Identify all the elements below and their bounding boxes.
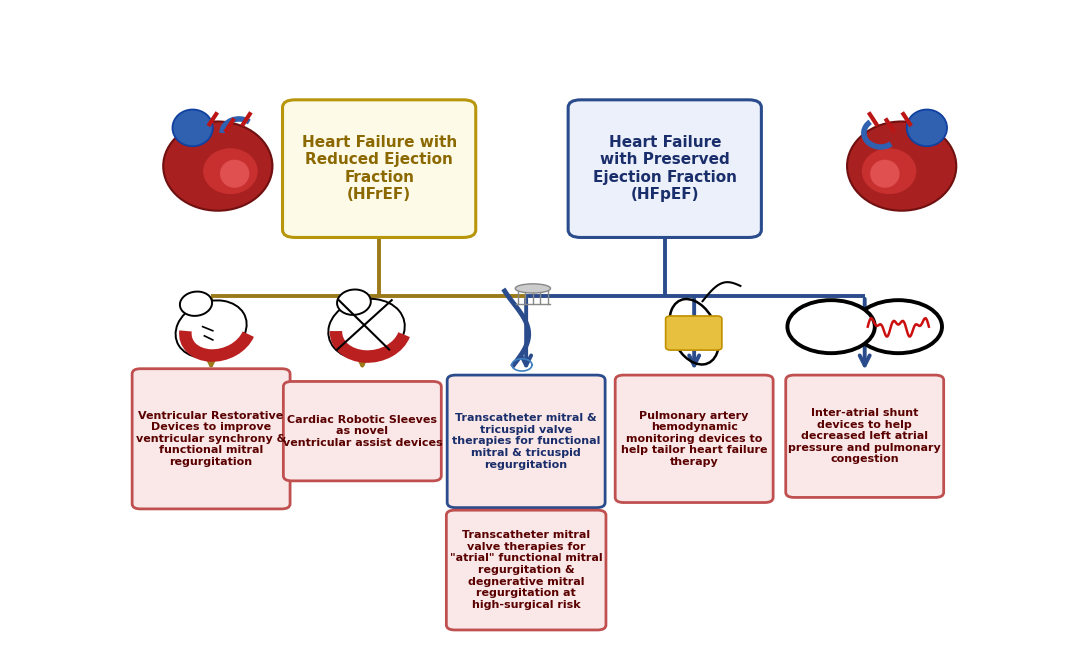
FancyBboxPatch shape xyxy=(786,375,944,497)
Ellipse shape xyxy=(180,291,212,316)
Ellipse shape xyxy=(337,289,371,315)
Ellipse shape xyxy=(862,148,916,194)
FancyBboxPatch shape xyxy=(666,316,722,350)
Circle shape xyxy=(854,300,942,353)
Ellipse shape xyxy=(172,109,212,146)
Text: Inter-atrial shunt
devices to help
decreased left atrial
pressure and pulmonary
: Inter-atrial shunt devices to help decre… xyxy=(788,408,941,465)
Ellipse shape xyxy=(847,122,956,211)
Text: Transcatheter mitral &
tricuspid valve
therapies for functional
mitral & tricusp: Transcatheter mitral & tricuspid valve t… xyxy=(452,413,601,469)
FancyBboxPatch shape xyxy=(283,100,476,238)
Ellipse shape xyxy=(176,301,247,358)
FancyBboxPatch shape xyxy=(447,510,606,630)
Ellipse shape xyxy=(164,122,272,211)
Circle shape xyxy=(787,300,875,353)
Ellipse shape xyxy=(515,284,551,293)
Ellipse shape xyxy=(220,160,249,188)
Text: Pulmonary artery
hemodynamic
monitoring devices to
help tailor heart failure
the: Pulmonary artery hemodynamic monitoring … xyxy=(621,410,767,467)
FancyBboxPatch shape xyxy=(132,369,291,509)
Ellipse shape xyxy=(203,148,258,194)
FancyBboxPatch shape xyxy=(568,100,761,238)
Text: Heart Failure with
Reduced Ejection
Fraction
(HFrEF): Heart Failure with Reduced Ejection Frac… xyxy=(301,135,456,203)
Ellipse shape xyxy=(906,109,947,146)
Text: Cardiac Robotic Sleeves
as novel
ventricular assist devices: Cardiac Robotic Sleeves as novel ventric… xyxy=(283,414,442,448)
Text: Transcatheter mitral
valve therapies for
"atrial" functional mitral
regurgitatio: Transcatheter mitral valve therapies for… xyxy=(450,530,603,610)
Text: Ventricular Restorative
Devices to improve
ventricular synchrony &
functional mi: Ventricular Restorative Devices to impro… xyxy=(136,410,286,467)
Text: Heart Failure
with Preserved
Ejection Fraction
(HFpEF): Heart Failure with Preserved Ejection Fr… xyxy=(593,135,737,203)
FancyBboxPatch shape xyxy=(448,375,605,508)
FancyBboxPatch shape xyxy=(283,381,441,481)
Ellipse shape xyxy=(328,299,404,359)
FancyBboxPatch shape xyxy=(616,375,773,502)
Ellipse shape xyxy=(870,160,900,188)
